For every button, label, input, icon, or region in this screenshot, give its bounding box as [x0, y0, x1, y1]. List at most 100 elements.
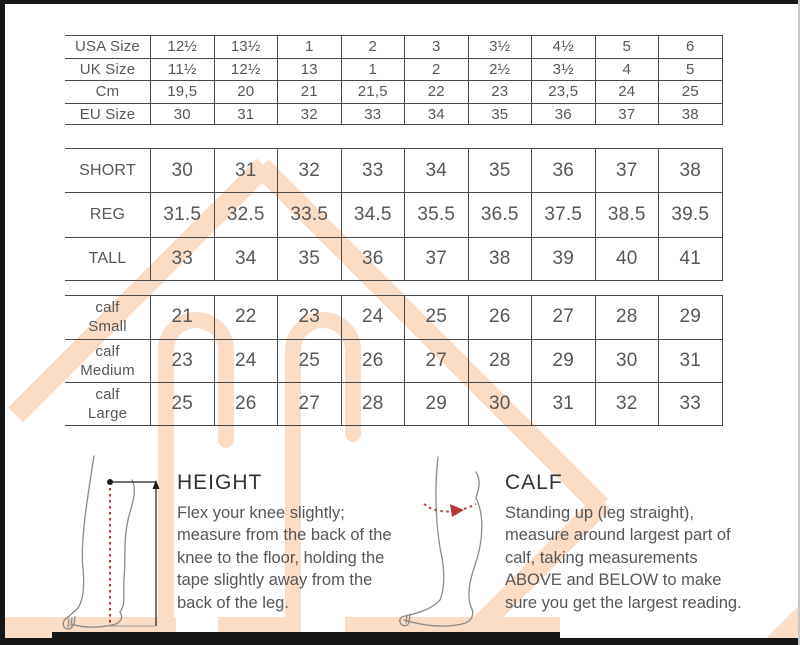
height-table-row-label: TALL	[65, 236, 151, 281]
table-cell: 36	[532, 102, 596, 126]
table-cell: 26	[468, 295, 532, 339]
table-cell: 31.5	[151, 192, 215, 237]
height-measure-bracket	[107, 479, 160, 626]
table-cell: 33.5	[278, 192, 342, 237]
table-cell: 30	[151, 148, 215, 193]
watermark-arch-a-right-leg	[218, 352, 234, 448]
table-cell: 24	[595, 80, 659, 103]
frame-right-border	[798, 0, 800, 645]
table-cell: 33	[341, 148, 405, 193]
table-cell: 35	[468, 102, 532, 126]
watermark-arch-a-left-leg	[158, 352, 174, 638]
table-cell: 35.5	[405, 192, 469, 237]
table-cell: 13	[278, 57, 342, 81]
table-cell: 23	[468, 80, 532, 103]
table-cell: 26	[341, 338, 405, 383]
table-cell: 38	[659, 148, 723, 193]
table-cell: 29	[532, 338, 596, 383]
table-cell: 2	[405, 57, 469, 81]
table-cell: 33	[659, 382, 723, 426]
table-cell: 4½	[532, 35, 596, 58]
table-cell: 3½	[532, 57, 596, 81]
table-cell: 27	[532, 295, 596, 339]
table-cell: 25	[659, 80, 723, 103]
table-cell: 34	[405, 148, 469, 193]
table-cell: 38	[659, 102, 723, 126]
table-cell: 2½	[468, 57, 532, 81]
table-cell: 23,5	[532, 80, 596, 103]
table-cell: 22	[405, 80, 469, 103]
calf-size-table: calf Small 21 22 23 24 25 26 27 28 29 calf Medium 2…	[65, 295, 723, 426]
leg-height-measure-illustration	[62, 455, 160, 630]
frame-left-border	[0, 0, 5, 645]
table-cell: 24	[341, 295, 405, 339]
table-cell: 36.5	[468, 192, 532, 237]
leg-outline	[399, 456, 483, 627]
table-cell: 31	[659, 338, 723, 383]
calf-table-row-label: calf Large	[65, 382, 151, 426]
arrow-up-icon	[152, 480, 160, 489]
table-cell: 34	[405, 102, 469, 126]
table-cell: 29	[405, 382, 469, 426]
calf-table-row-label: calf Medium	[65, 338, 151, 383]
table-cell: 32	[278, 102, 342, 126]
table-cell: 2	[341, 35, 405, 58]
size-table-row-label: Cm	[65, 80, 151, 103]
table-cell: 33	[341, 102, 405, 126]
table-cell: 28	[595, 295, 659, 339]
table-cell: 31	[214, 148, 278, 193]
table-cell: 32	[595, 382, 659, 426]
table-cell: 32	[278, 148, 342, 193]
table-cell: 22	[214, 295, 278, 339]
leg-outline	[62, 455, 156, 630]
table-cell: 31	[214, 102, 278, 126]
size-table-row-label: EU Size	[65, 102, 151, 126]
table-cell: 25	[278, 338, 342, 383]
table-cell: 37	[405, 236, 469, 281]
table-cell: 30	[151, 102, 215, 126]
size-table-row-label: USA Size	[65, 35, 151, 58]
height-guide-body: Flex your knee slightly; measure from th…	[177, 504, 392, 612]
height-table-row-label: REG	[65, 192, 151, 237]
table-cell: 29	[659, 295, 723, 339]
table-cell: 5	[659, 57, 723, 81]
table-cell: 36	[532, 148, 596, 193]
watermark-arch-b-left-leg	[285, 352, 301, 638]
table-cell: 38	[468, 236, 532, 281]
size-table-row-label: UK Size	[65, 57, 151, 81]
table-cell: 21	[278, 80, 342, 103]
table-cell: 12½	[214, 57, 278, 81]
table-cell: 28	[468, 338, 532, 383]
table-cell: 4	[595, 57, 659, 81]
table-cell: 1	[278, 35, 342, 58]
frame-bottom-border	[0, 638, 800, 645]
table-cell: 30	[595, 338, 659, 383]
table-cell: 1	[341, 57, 405, 81]
frame-top-border	[0, 0, 800, 4]
table-cell: 30	[468, 382, 532, 426]
table-cell: 6	[659, 35, 723, 58]
table-cell: 38.5	[595, 192, 659, 237]
table-cell: 25	[151, 382, 215, 426]
table-cell: 35	[278, 236, 342, 281]
calf-guide-title: CALF	[505, 471, 563, 494]
table-cell: 34.5	[341, 192, 405, 237]
table-cell: 12½	[151, 35, 215, 58]
table-cell: 20	[214, 80, 278, 103]
table-cell: 27	[278, 382, 342, 426]
calf-guide: CALF Standing up (leg straight), measure…	[505, 471, 775, 614]
table-cell: 33	[151, 236, 215, 281]
boot-height-table: SHORT 30 31 32 33 34 35 36 37 38 REG 31.5 32.5 33.5 34…	[65, 148, 723, 281]
table-cell: 34	[214, 236, 278, 281]
table-cell: 11½	[151, 57, 215, 81]
arrow-right-icon	[450, 504, 464, 517]
calf-dotted-measure-ellipse	[423, 503, 477, 517]
table-cell: 3	[405, 35, 469, 58]
table-cell: 25	[405, 295, 469, 339]
table-cell: 31	[532, 382, 596, 426]
table-cell: 13½	[214, 35, 278, 58]
table-cell: 24	[214, 338, 278, 383]
table-cell: 27	[405, 338, 469, 383]
height-guide: HEIGHT Flex your knee slightly; measure …	[177, 471, 422, 614]
calf-guide-body: Standing up (leg straight), measure arou…	[505, 504, 742, 612]
